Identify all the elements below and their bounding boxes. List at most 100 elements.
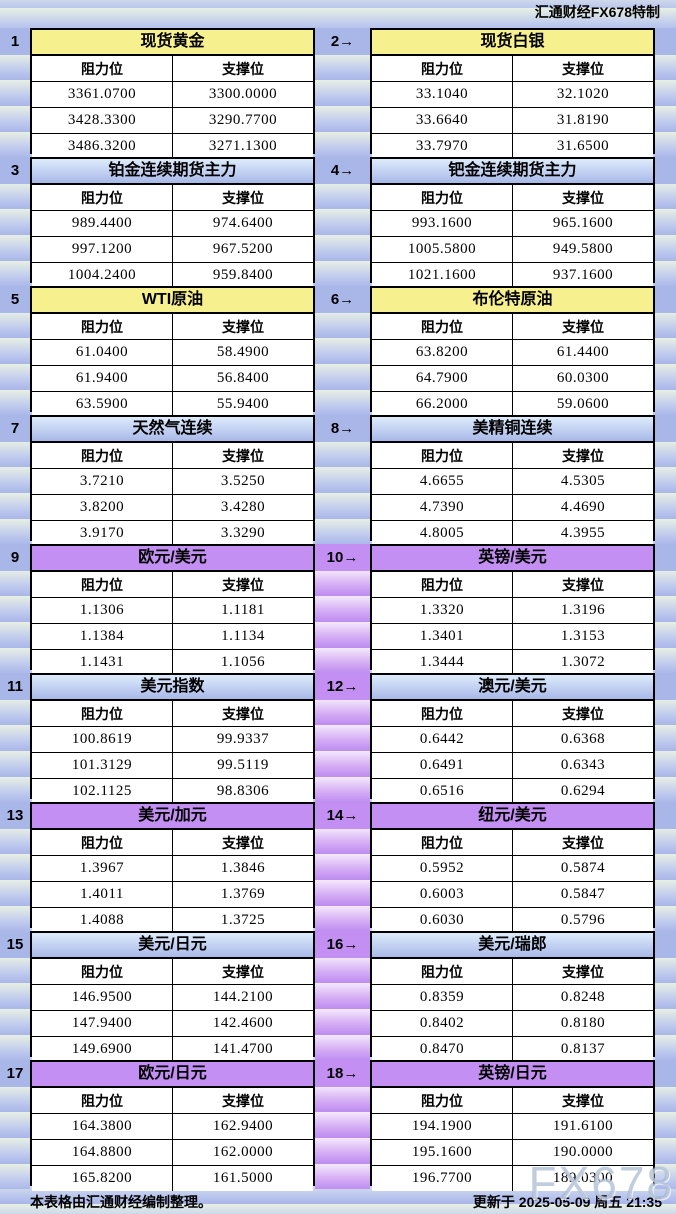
support-value: 31.8190: [512, 107, 653, 134]
right-margin-column: [655, 28, 676, 157]
instrument-block: 纽元/美元 阻力位 支撑位 0.5952 0.5874 0.6003 0.5847 0.603…: [370, 802, 655, 933]
instrument-block: 欧元/日元 阻力位 支撑位 164.3800 162.9400 164.8800 162.0…: [30, 1060, 315, 1191]
right-margin-column: [655, 931, 676, 1060]
margin-band: [655, 1060, 676, 1087]
credit-bar: 汇通财经FX678特制: [0, 0, 676, 26]
instrument-title: 欧元/美元: [32, 546, 313, 572]
instrument-block-cell: 美元/日元 阻力位 支撑位 146.9500 144.2100 147.9400 142.4…: [30, 931, 315, 1062]
resistance-column-header: 阻力位: [32, 56, 173, 82]
resistance-value: 4.7390: [372, 494, 513, 521]
levels-header-row: 阻力位 支撑位: [32, 56, 313, 82]
instrument-title: 美元/加元: [32, 804, 313, 830]
resistance-column-header: 阻力位: [32, 1088, 173, 1114]
levels-header-row: 阻力位 支撑位: [372, 701, 653, 727]
resistance-column-header: 阻力位: [32, 314, 173, 340]
block-index-label: 7: [0, 415, 30, 442]
levels-row: 61.0400 58.4900: [32, 339, 313, 366]
instrument-block: 美元/日元 阻力位 支撑位 146.9500 144.2100 147.9400 142.4…: [30, 931, 315, 1062]
right-margin-column: [655, 544, 676, 673]
resistance-value: 165.8200: [32, 1165, 173, 1191]
block-index-label: 3: [0, 157, 30, 184]
block-row: 13 美元/加元 阻力位 支撑位 1.3967 1.3846 1.4011 1.3769 1.4…: [0, 802, 676, 933]
instrument-block: 钯金连续期货主力 阻力位 支撑位 993.1600 965.1600 1005.5800 9…: [370, 157, 655, 288]
levels-row: 165.8200 161.5000: [32, 1165, 313, 1191]
instrument-block-cell: 英镑/日元 阻力位 支撑位 194.1900 191.6100 195.1600 190.0…: [370, 1060, 655, 1191]
levels-row: 4.8005 4.3955: [372, 520, 653, 546]
footer-note: 本表格由汇通财经编制整理。: [30, 1193, 212, 1210]
instrument-title: 英镑/日元: [372, 1062, 653, 1088]
right-margin-column: [655, 673, 676, 802]
levels-row: 0.6003 0.5847: [372, 881, 653, 908]
credit-text: 汇通财经FX678特制: [534, 4, 660, 20]
resistance-value: 4.8005: [372, 520, 513, 546]
instrument-block: WTI原油 阻力位 支撑位 61.0400 58.4900 61.9400 56.8400 6…: [30, 286, 315, 417]
spacer-column: 16→: [315, 931, 370, 1060]
support-value: 1.3769: [172, 881, 313, 908]
instrument-block-cell: 美精铜连续 阻力位 支撑位 4.6655 4.5305 4.7390 4.4690 4.800…: [370, 415, 655, 546]
support-value: 4.4690: [512, 494, 653, 521]
instrument-title: 美元指数: [32, 675, 313, 701]
footer-bar: 本表格由汇通财经编制整理。 更新于 2025-05-09 周五 21:35: [0, 1189, 676, 1214]
resistance-value: 33.1040: [372, 81, 513, 108]
instrument-title: WTI原油: [32, 288, 313, 314]
block-index-label: 18→: [315, 1060, 370, 1087]
resistance-column-header: 阻力位: [32, 572, 173, 598]
support-value: 959.8400: [172, 262, 313, 288]
spacer-column: 18→: [315, 1060, 370, 1189]
support-column-header: 支撑位: [512, 56, 653, 82]
resistance-value: 0.6491: [372, 752, 513, 779]
levels-row: 0.8359 0.8248: [372, 984, 653, 1011]
resistance-value: 3.9170: [32, 520, 173, 546]
left-margin-column: 3: [0, 157, 30, 286]
support-value: 1.1134: [172, 623, 313, 650]
support-value: 3300.0000: [172, 81, 313, 108]
levels-table: 阻力位 支撑位 194.1900 191.6100 195.1600 190.0000 19…: [372, 1088, 653, 1191]
levels-table: 阻力位 支撑位 164.3800 162.9400 164.8800 162.0000 16…: [32, 1088, 313, 1191]
levels-row: 3486.3200 3271.1300: [32, 133, 313, 159]
support-value: 3290.7700: [172, 107, 313, 134]
resistance-value: 1.1384: [32, 623, 173, 650]
instrument-block-cell: 美元/瑞郎 阻力位 支撑位 0.8359 0.8248 0.8402 0.8180 0.847…: [370, 931, 655, 1062]
levels-row: 997.1200 967.5200: [32, 236, 313, 263]
block-index-label: 5: [0, 286, 30, 313]
levels-table: 阻力位 支撑位 1.1306 1.1181 1.1384 1.1134 1.1431 1.10…: [32, 572, 313, 675]
resistance-value: 3361.0700: [32, 81, 173, 108]
resistance-column-header: 阻力位: [372, 959, 513, 985]
resistance-value: 0.6030: [372, 907, 513, 933]
margin-band: [655, 931, 676, 958]
levels-row: 1.3967 1.3846: [32, 855, 313, 882]
resistance-value: 0.6442: [372, 726, 513, 753]
right-margin-column: [655, 286, 676, 415]
resistance-value: 33.6640: [372, 107, 513, 134]
resistance-value: 196.7700: [372, 1165, 513, 1191]
levels-row: 64.7900 60.0300: [372, 365, 653, 392]
levels-table: 阻力位 支撑位 1.3320 1.3196 1.3401 1.3153 1.3444 1.30…: [372, 572, 653, 675]
resistance-value: 3486.3200: [32, 133, 173, 159]
resistance-value: 1021.1600: [372, 262, 513, 288]
levels-header-row: 阻力位 支撑位: [372, 314, 653, 340]
support-value: 161.5000: [172, 1165, 313, 1191]
resistance-value: 3.7210: [32, 468, 173, 495]
instrument-block: 英镑/美元 阻力位 支撑位 1.3320 1.3196 1.3401 1.3153 1.344…: [370, 544, 655, 675]
margin-band: [655, 157, 676, 184]
resistance-column-header: 阻力位: [372, 185, 513, 211]
support-value: 4.5305: [512, 468, 653, 495]
block-row: 17 欧元/日元 阻力位 支撑位 164.3800 162.9400 164.8800 162…: [0, 1060, 676, 1191]
levels-header-row: 阻力位 支撑位: [32, 1088, 313, 1114]
levels-row: 61.9400 56.8400: [32, 365, 313, 392]
support-value: 1.3072: [512, 649, 653, 675]
resistance-column-header: 阻力位: [372, 1088, 513, 1114]
resistance-value: 997.1200: [32, 236, 173, 263]
levels-row: 989.4400 974.6400: [32, 210, 313, 237]
instrument-block: 欧元/美元 阻力位 支撑位 1.1306 1.1181 1.1384 1.1134 1.143…: [30, 544, 315, 675]
resistance-value: 993.1600: [372, 210, 513, 237]
resistance-value: 1.3401: [372, 623, 513, 650]
support-value: 162.0000: [172, 1139, 313, 1166]
levels-row: 194.1900 191.6100: [372, 1113, 653, 1140]
support-value: 1.1181: [172, 597, 313, 624]
levels-row: 1.4011 1.3769: [32, 881, 313, 908]
support-value: 0.8248: [512, 984, 653, 1011]
resistance-value: 195.1600: [372, 1139, 513, 1166]
resistance-column-header: 阻力位: [32, 959, 173, 985]
instrument-title: 美元/瑞郎: [372, 933, 653, 959]
